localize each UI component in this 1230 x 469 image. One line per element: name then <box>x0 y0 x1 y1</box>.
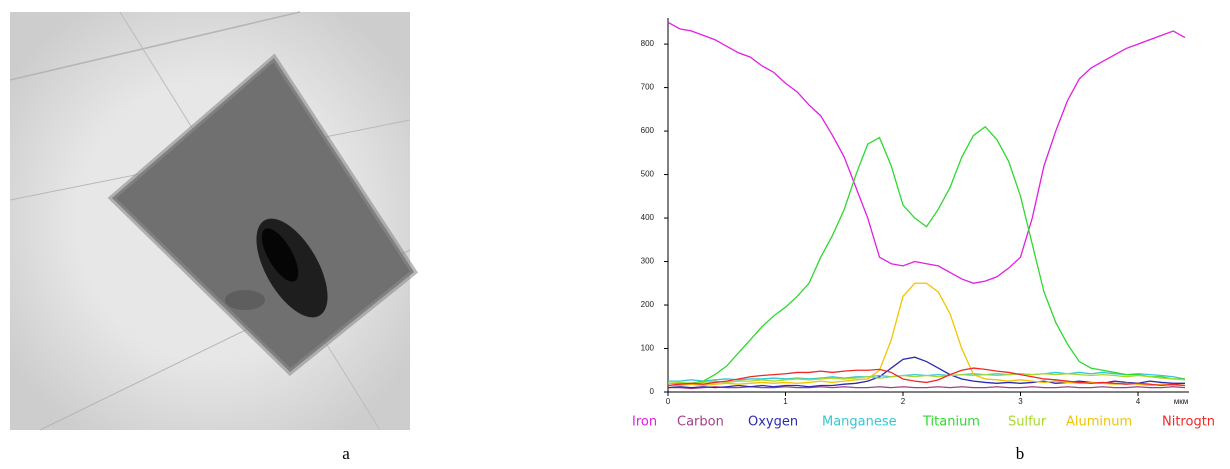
caption: a <box>342 444 350 463</box>
legend-label: Manganese <box>822 415 897 430</box>
legend-label: Carbon <box>677 415 724 430</box>
legend-label: Oxygen <box>748 415 798 430</box>
y-tick-label: 100 <box>641 344 655 353</box>
data-line <box>668 125 1185 384</box>
legend-label: Sulfur <box>1008 415 1047 430</box>
micrograph <box>9 11 418 431</box>
line-chart: 0 100 200 300 400 500 600 700 800 0 1 2 3 4 мкм Iron Car… <box>632 18 1215 430</box>
x-unit: мкм <box>1174 397 1189 406</box>
data-line <box>667 21 1186 284</box>
legend-label: Iron <box>632 415 657 430</box>
data-line <box>667 373 1186 384</box>
data-line <box>667 367 1186 387</box>
x-tick-label: 0 <box>666 397 671 406</box>
x-tick-label: 3 <box>1018 397 1023 406</box>
y-tick-label: 400 <box>641 213 655 222</box>
data-line <box>668 282 1185 387</box>
legend-label: Titanium <box>922 415 980 430</box>
y-tick-label: 0 <box>650 387 655 396</box>
legend-label: Aluminum <box>1066 415 1132 430</box>
y-tick-label: 300 <box>641 257 655 266</box>
x-tick-label: 2 <box>901 397 906 406</box>
data-line <box>668 371 1186 382</box>
y-tick-label: 800 <box>641 39 655 48</box>
y-tick-label: 200 <box>641 300 655 309</box>
x-tick-label: 4 <box>1136 397 1141 406</box>
y-tick-label: 700 <box>641 83 655 92</box>
data-line <box>668 386 1186 390</box>
x-tick-label: 1 <box>783 397 788 406</box>
legend-label: Nitrogtn <box>1162 415 1215 430</box>
y-tick-label: 600 <box>641 126 655 135</box>
caption: b <box>1016 444 1025 463</box>
y-tick-label: 500 <box>641 170 655 179</box>
